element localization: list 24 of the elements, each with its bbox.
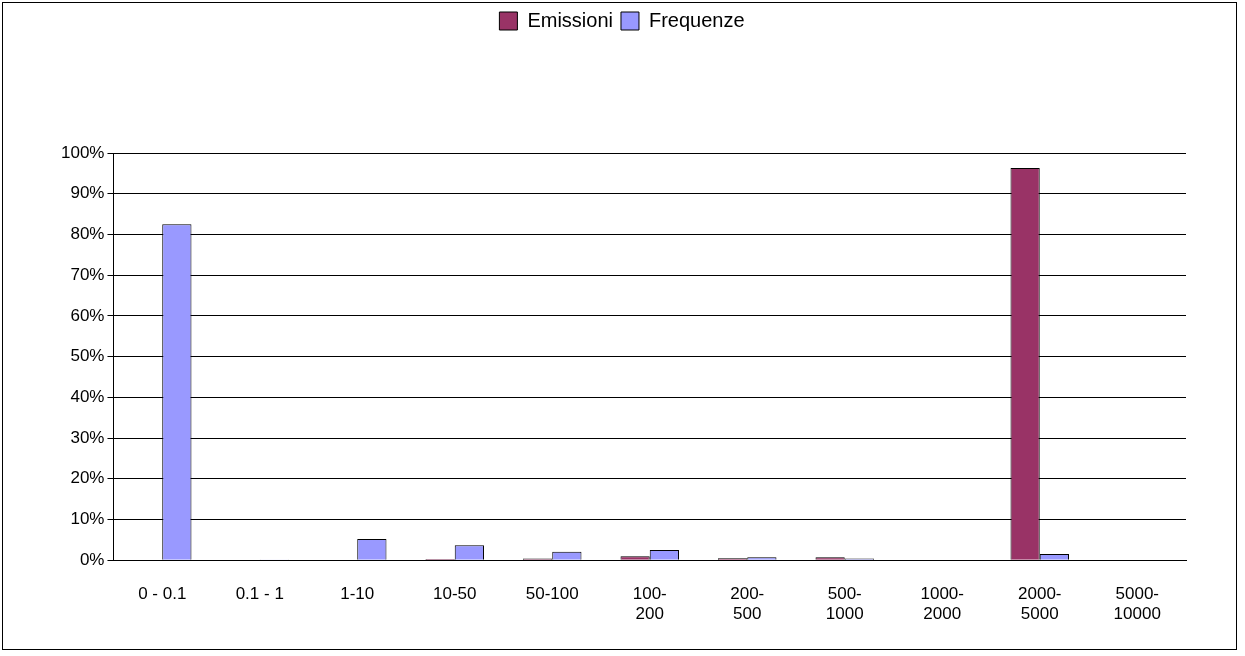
x-tick-label: 50-100 — [525, 584, 579, 604]
y-tick-label: 0% — [79, 549, 105, 569]
x-tick-label: 1-10 — [340, 584, 375, 604]
y-tick-label: 90% — [70, 183, 105, 203]
y-tick-label: 20% — [70, 468, 105, 488]
y-tick-label: 100% — [61, 142, 105, 162]
legend-label: Frequenze — [648, 8, 745, 31]
x-tick-label: 0 - 0.1 — [138, 584, 187, 604]
x-tick-label: 200-500 — [730, 584, 765, 624]
x-tick-label: 0.1 - 1 — [235, 584, 284, 604]
x-tick-label: 10-50 — [432, 584, 477, 604]
y-tick-label: 40% — [70, 387, 105, 407]
y-tick-label: 50% — [70, 346, 105, 366]
x-tick-label: 100-200 — [632, 584, 667, 624]
x-tick-label: 500-1000 — [825, 584, 864, 624]
y-tick-label: 10% — [70, 509, 105, 529]
y-tick-label: 30% — [70, 427, 105, 447]
x-tick-label: 2000-5000 — [1018, 584, 1062, 624]
y-tick-label: 60% — [70, 305, 105, 325]
x-tick-label: 1000-2000 — [920, 584, 964, 624]
legend-label: Emissioni — [527, 8, 613, 31]
x-tick-label: 5000-10000 — [1113, 584, 1161, 624]
y-tick-label: 70% — [70, 264, 105, 284]
y-tick-label: 80% — [70, 224, 105, 244]
